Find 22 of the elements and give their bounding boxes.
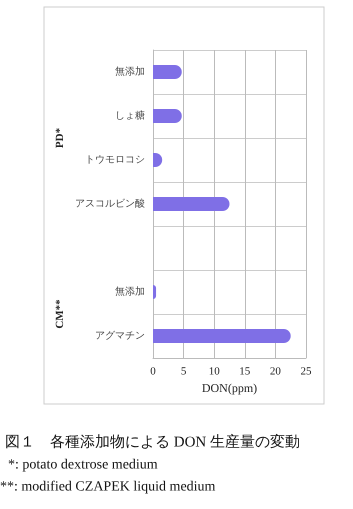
x-tick-label: 20 [270,366,282,378]
y-tick-label: アグマチン [95,330,145,342]
bar [153,329,291,343]
y-tick-label: しょ糖 [115,110,145,122]
bar [153,65,182,79]
x-tick-label: 5 [180,366,187,378]
text: 図１ 各種添加物による DON 生産量の変動 [5,434,300,450]
text: CM** [54,298,66,329]
x-tick-label: 25 [300,366,312,378]
y-tick-label: 無添加 [115,66,145,78]
y-tick-label: 無添加 [115,286,145,298]
text: **: modified CZAPEK liquid medium [0,480,216,494]
x-tick-label: 15 [239,366,251,378]
y-tick-label: トウモロコシ [85,154,145,166]
text: *: potato dextrose medium [8,458,158,472]
x-tick-label: 10 [208,366,220,378]
bar [153,109,182,123]
x-axis-title: DON(ppm) [202,380,258,395]
bar [153,197,230,211]
text: PD* [54,127,66,148]
y-tick-label: アスコルビン酸 [75,198,145,210]
x-tick-label: 0 [150,366,156,378]
